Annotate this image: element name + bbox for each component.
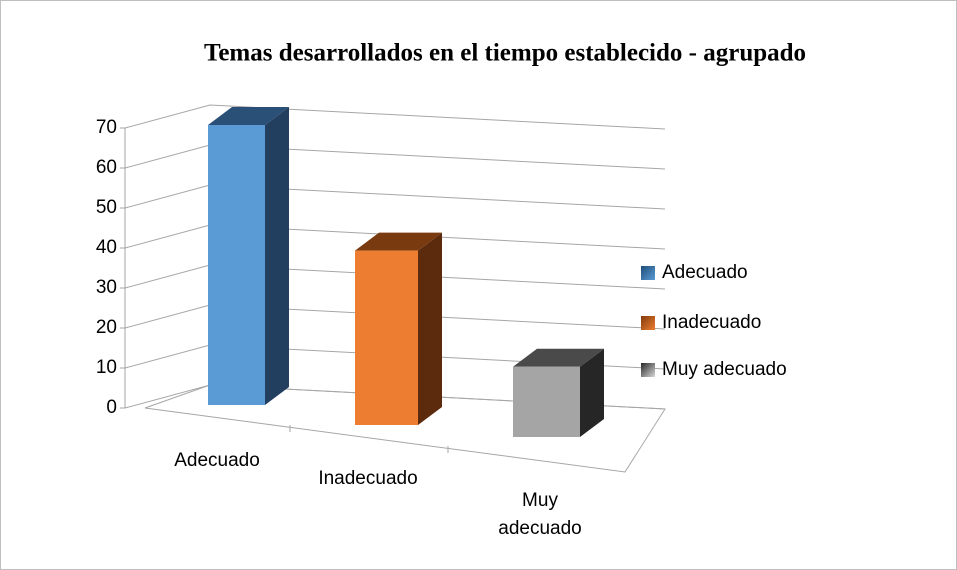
- y-tick-label: 70: [96, 117, 117, 138]
- bar-side: [418, 232, 442, 425]
- legend-swatch: [641, 266, 655, 280]
- bar-top: [208, 107, 289, 125]
- y-tick-label: 10: [96, 357, 117, 378]
- legend-label: Muy adecuado: [662, 359, 787, 380]
- bar-top: [513, 348, 604, 367]
- bar: [513, 366, 580, 437]
- y-tick-label: 40: [96, 237, 117, 258]
- y-tick-label: 30: [96, 277, 117, 298]
- bar-top: [355, 232, 442, 251]
- legend-label: Adecuado: [662, 262, 748, 283]
- bar-side: [265, 107, 289, 405]
- x-tick-label: Muy adecuado: [498, 490, 582, 539]
- grid-line: [124, 104, 666, 130]
- y-tick-label: 0: [106, 397, 117, 418]
- y-tick-label: 50: [96, 197, 117, 218]
- y-tick-label: 60: [96, 157, 117, 178]
- chart-title: Temas desarrollados en el tiempo estable…: [204, 40, 806, 67]
- y-tick-label: 20: [96, 317, 117, 338]
- x-tick-label: Inadecuado: [318, 468, 418, 489]
- x-tick-label: Adecuado: [174, 450, 260, 471]
- legend-swatch: [641, 316, 655, 330]
- bar: [208, 125, 265, 405]
- legend-label: Inadecuado: [662, 312, 761, 333]
- bar-side: [580, 348, 604, 437]
- legend-swatch: [641, 363, 655, 377]
- bar: [355, 250, 418, 425]
